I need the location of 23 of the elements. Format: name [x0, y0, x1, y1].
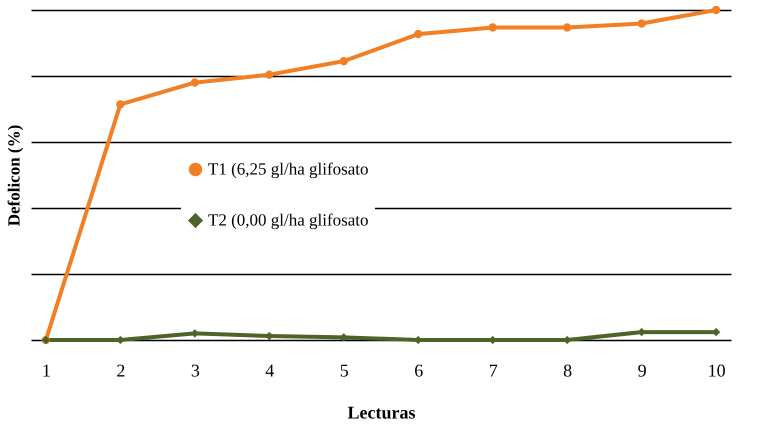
point	[265, 70, 274, 79]
point	[190, 78, 200, 87]
point	[414, 30, 422, 38]
point	[340, 56, 348, 66]
point	[562, 23, 572, 32]
point	[116, 100, 125, 109]
x-tick-label: 4	[265, 360, 274, 380]
point	[712, 6, 720, 14]
x-tick-label: 1	[42, 360, 51, 380]
x-tick-label: 10	[708, 360, 726, 380]
x-tick-label: 2	[116, 360, 126, 380]
point	[637, 19, 646, 28]
legend-label: T2 (0,00 gl/ha glifosato	[208, 210, 369, 230]
point	[488, 23, 497, 32]
x-tick-label: 3	[190, 360, 200, 380]
x-tick-label: 8	[563, 360, 572, 380]
x-axis-title: Lecturas	[348, 402, 416, 422]
x-tick-label: 9	[638, 360, 647, 380]
y-axis-title: Defolicon (%)	[4, 124, 24, 226]
x-tick-label: 5	[340, 360, 349, 380]
x-tick-label: 7	[488, 360, 498, 380]
x-tick-label: 6	[414, 360, 424, 380]
legend-label: T1 (6,25 gl/ha glifosato	[208, 160, 369, 178]
